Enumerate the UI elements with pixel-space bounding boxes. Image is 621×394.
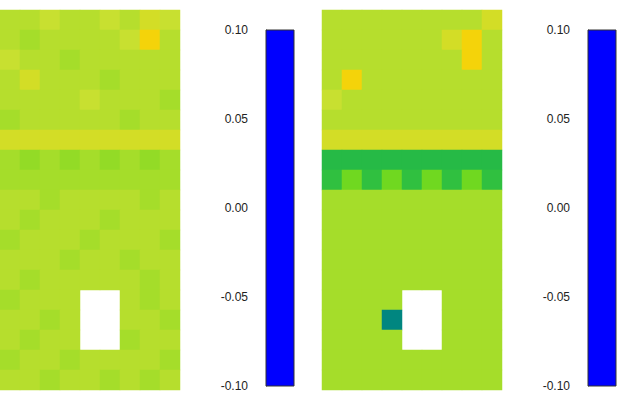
svg-text:0.10: 0.10 — [225, 23, 249, 37]
svg-text:-0.10: -0.10 — [543, 379, 571, 393]
svg-text:0.05: 0.05 — [547, 112, 571, 126]
svg-text:-0.10: -0.10 — [221, 379, 249, 393]
svg-text:0.00: 0.00 — [225, 201, 249, 215]
svg-text:0.10: 0.10 — [547, 23, 571, 37]
svg-text:0.00: 0.00 — [547, 201, 571, 215]
svg-text:-0.05: -0.05 — [221, 290, 249, 304]
svg-text:0.05: 0.05 — [225, 112, 249, 126]
svg-text:-0.05: -0.05 — [543, 290, 571, 304]
